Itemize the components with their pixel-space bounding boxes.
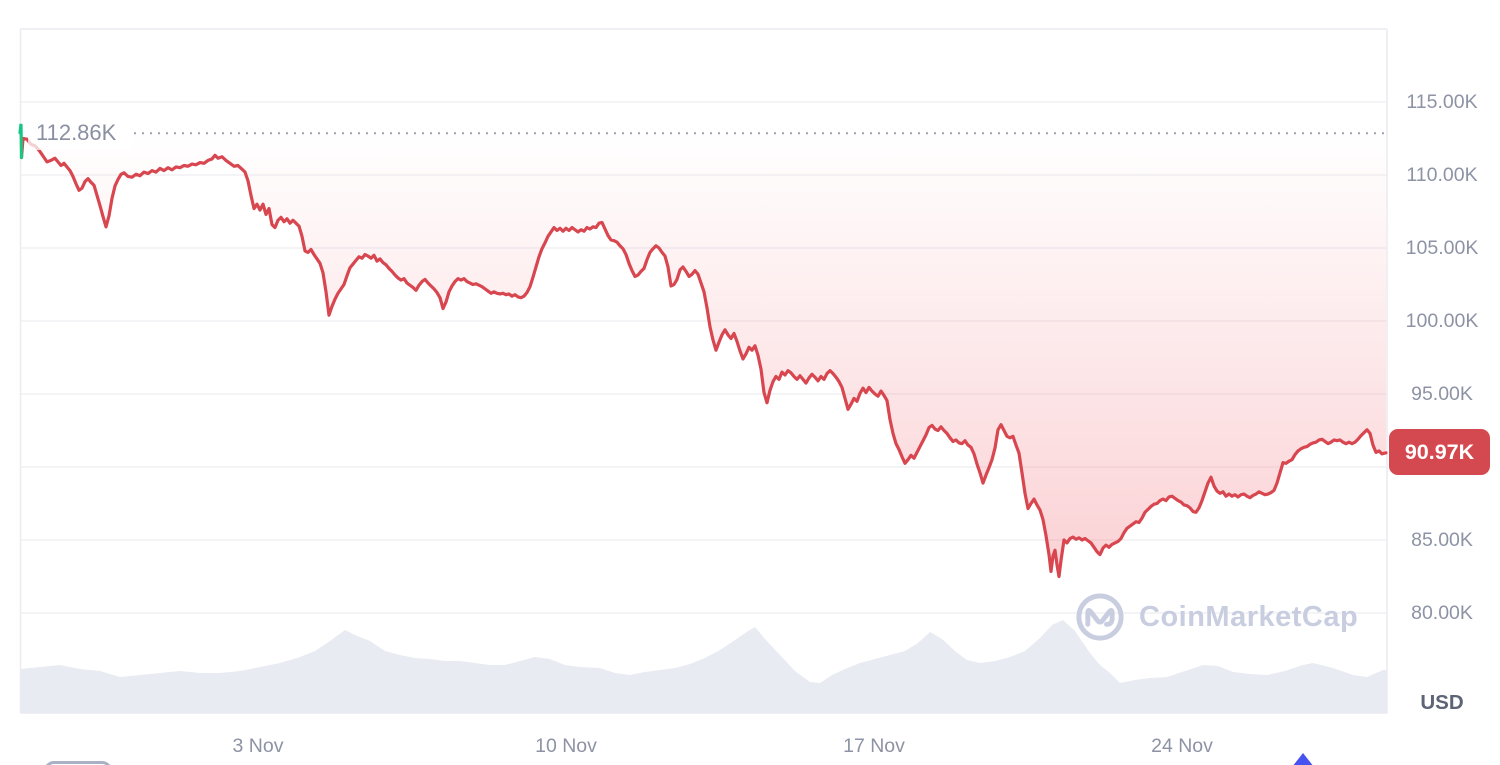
- x-axis-tick-label: 3 Nov: [232, 735, 284, 757]
- chart-corner-button[interactable]: [44, 761, 112, 765]
- price-area-fill: [21, 133, 1386, 577]
- open-price-reference-label: 112.86K: [36, 120, 117, 145]
- coinmarketcap-logo-icon: [1074, 591, 1126, 643]
- volume-area: [20, 620, 1387, 713]
- y-axis-tick-label: 105.00K: [1405, 237, 1479, 259]
- y-axis-tick-label: 80.00K: [1411, 602, 1473, 624]
- y-axis-unit-label: USD: [1420, 691, 1464, 714]
- x-axis-tick-label: 10 Nov: [535, 735, 597, 757]
- y-axis-tick-label: 115.00K: [1406, 91, 1478, 113]
- current-price-value: 90.97K: [1404, 439, 1475, 464]
- x-axis-tick-label: 17 Nov: [843, 735, 905, 757]
- price-line-green-start: [18, 123, 24, 160]
- y-axis-tick-label: 85.00K: [1411, 529, 1473, 551]
- open-price-label-backing: [28, 117, 134, 150]
- y-axis-tick-label: 95.00K: [1411, 383, 1473, 405]
- scroll-to-top-icon[interactable]: [1292, 753, 1314, 765]
- y-axis-tick-label: 100.00K: [1405, 310, 1479, 332]
- watermark: CoinMarketCap: [1074, 591, 1358, 643]
- x-axis-tick-label: 24 Nov: [1151, 735, 1213, 757]
- y-axis-tick-label: 110.00K: [1406, 164, 1478, 186]
- watermark-text: CoinMarketCap: [1139, 600, 1359, 633]
- price-line: [19, 136, 1388, 579]
- current-price-badge: 90.97K: [1389, 429, 1490, 475]
